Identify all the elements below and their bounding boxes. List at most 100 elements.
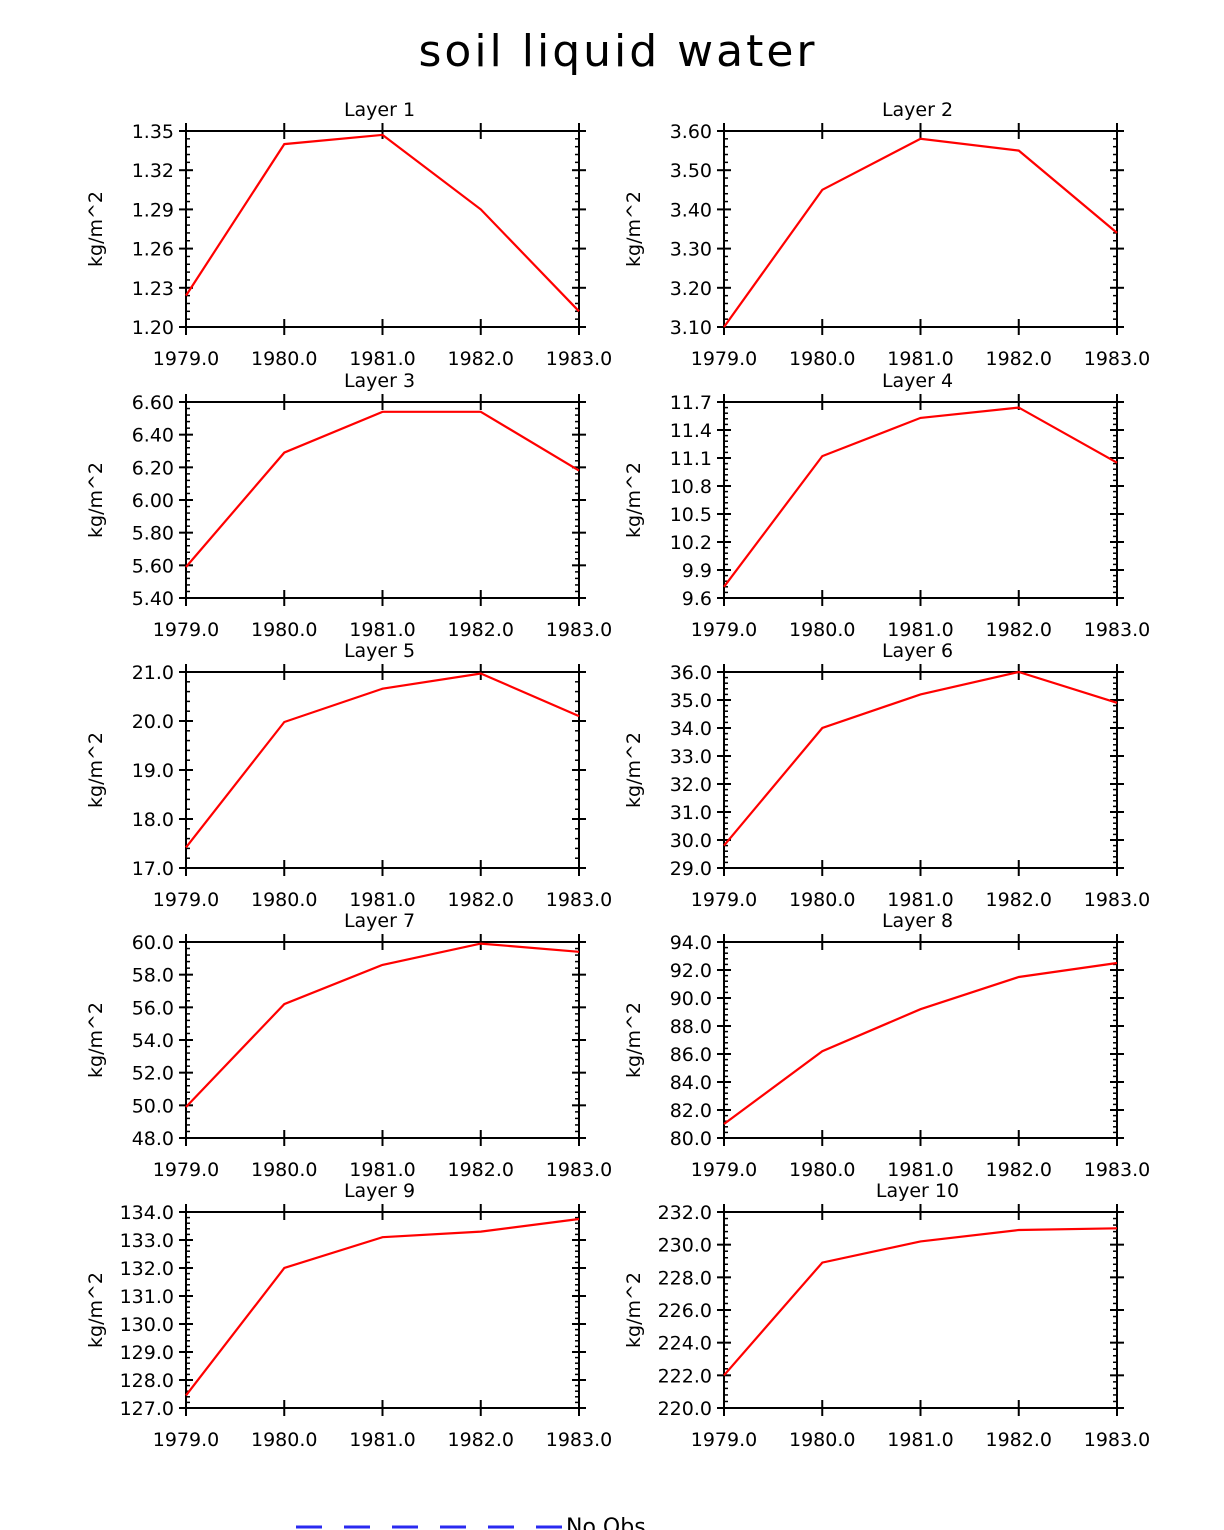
x-tick-label: 1979.0 <box>153 889 219 911</box>
series-line <box>185 672 580 849</box>
y-tick-label: 33.0 <box>670 746 712 768</box>
x-tick-label: 1982.0 <box>448 889 514 911</box>
y-tick-label: 36.0 <box>670 662 712 684</box>
legend: No Obs <box>296 1515 646 1530</box>
y-tick-label: 134.0 <box>120 1202 174 1224</box>
y-tick-label: 129.0 <box>120 1342 174 1364</box>
panel-title: Layer 10 <box>876 1180 959 1202</box>
y-axis-label: kg/m^2 <box>85 732 107 808</box>
x-tick-label: 1979.0 <box>691 348 757 370</box>
x-tick-label: 1981.0 <box>887 889 953 911</box>
series-line <box>723 670 1118 847</box>
y-tick-label: 10.5 <box>670 504 712 526</box>
panel-title: Layer 6 <box>882 640 953 662</box>
y-tick-label: 94.0 <box>670 932 712 954</box>
x-tick-label: 1981.0 <box>349 619 415 641</box>
y-tick-label: 1.29 <box>132 199 174 221</box>
panels: Layer 1 kg/m^2 1.20 1.23 1.26 1.29 1.32 1.35 197… <box>85 99 1150 1451</box>
plot-frame <box>723 130 1118 328</box>
y-tick-label: 17.0 <box>132 858 174 880</box>
y-tick-label: 58.0 <box>132 965 174 987</box>
x-tick-label: 1980.0 <box>789 619 855 641</box>
y-tick-label: 1.26 <box>132 239 174 261</box>
panel-title: Layer 5 <box>344 640 415 662</box>
x-tick-label: 1979.0 <box>153 1429 219 1451</box>
y-tick-label: 32.0 <box>670 774 712 796</box>
x-tick-label: 1979.0 <box>691 1429 757 1451</box>
plot-frame <box>185 130 580 328</box>
y-tick-label: 20.0 <box>132 711 174 733</box>
y-tick-label: 228.0 <box>658 1267 712 1289</box>
x-tick-label: 1982.0 <box>448 619 514 641</box>
panel-title: Layer 2 <box>882 99 953 121</box>
y-tick-label: 1.32 <box>132 160 174 182</box>
y-axis-label: kg/m^2 <box>623 1002 645 1078</box>
y-tick-label: 9.9 <box>682 560 712 582</box>
series-line <box>723 961 1118 1125</box>
legend-label: No Obs <box>566 1515 646 1530</box>
y-tick-label: 3.40 <box>670 199 712 221</box>
panel-title: Layer 3 <box>344 370 415 392</box>
y-tick-label: 224.0 <box>658 1333 712 1355</box>
y-tick-label: 31.0 <box>670 802 712 824</box>
y-tick-label: 3.20 <box>670 278 712 300</box>
x-tick-label: 1981.0 <box>349 348 415 370</box>
y-tick-label: 90.0 <box>670 988 712 1010</box>
y-tick-label: 133.0 <box>120 1230 174 1252</box>
y-tick-label: 9.6 <box>682 588 712 610</box>
y-axis-label: kg/m^2 <box>623 732 645 808</box>
x-tick-label: 1979.0 <box>691 619 757 641</box>
x-tick-label: 1981.0 <box>349 1429 415 1451</box>
panel-title: Layer 7 <box>344 910 415 932</box>
y-tick-label: 11.7 <box>670 392 712 414</box>
x-tick-label: 1983.0 <box>546 1159 612 1181</box>
y-tick-label: 82.0 <box>670 1100 712 1122</box>
y-tick-label: 21.0 <box>132 662 174 684</box>
y-tick-label: 10.2 <box>670 532 712 554</box>
x-tick-label: 1982.0 <box>448 348 514 370</box>
y-axis-label: kg/m^2 <box>623 462 645 538</box>
y-tick-label: 18.0 <box>132 809 174 831</box>
y-tick-label: 1.20 <box>132 317 174 339</box>
y-tick-label: 84.0 <box>670 1072 712 1094</box>
panel-layer-10: Layer 10 kg/m^2 220.0 222.0 224.0 226.0 228.0 2… <box>623 1180 1150 1451</box>
panel-title: Layer 8 <box>882 910 953 932</box>
panel-layer-7: Layer 7 kg/m^2 48.0 50.0 52.0 54.0 56.0 58.0 60.… <box>85 910 612 1181</box>
plot-frame <box>185 941 580 1139</box>
x-tick-label: 1980.0 <box>251 1159 317 1181</box>
x-tick-label: 1983.0 <box>546 1429 612 1451</box>
x-tick-label: 1980.0 <box>789 1429 855 1451</box>
y-tick-label: 3.50 <box>670 160 712 182</box>
y-tick-label: 3.60 <box>670 121 712 143</box>
plot-frame <box>723 401 1118 599</box>
y-tick-label: 128.0 <box>120 1370 174 1392</box>
figure-title: soil liquid water <box>418 26 817 77</box>
x-tick-label: 1982.0 <box>986 348 1052 370</box>
panel-layer-1: Layer 1 kg/m^2 1.20 1.23 1.26 1.29 1.32 1.35 197… <box>85 99 612 370</box>
x-tick-label: 1979.0 <box>153 348 219 370</box>
plot-frame <box>723 671 1118 869</box>
series-line <box>185 942 580 1108</box>
series-line <box>185 1217 580 1397</box>
y-tick-label: 226.0 <box>658 1300 712 1322</box>
y-tick-label: 50.0 <box>132 1095 174 1117</box>
x-tick-label: 1983.0 <box>1084 619 1150 641</box>
x-tick-label: 1981.0 <box>349 1159 415 1181</box>
y-tick-label: 5.80 <box>132 523 174 545</box>
x-tick-label: 1982.0 <box>986 1429 1052 1451</box>
y-axis-label: kg/m^2 <box>623 191 645 267</box>
y-tick-label: 5.60 <box>132 555 174 577</box>
series-line <box>723 137 1118 328</box>
x-tick-label: 1979.0 <box>153 619 219 641</box>
x-tick-label: 1979.0 <box>691 1159 757 1181</box>
x-tick-label: 1980.0 <box>251 348 317 370</box>
x-tick-label: 1979.0 <box>691 889 757 911</box>
x-tick-label: 1982.0 <box>448 1429 514 1451</box>
panel-layer-3: Layer 3 kg/m^2 5.40 5.60 5.80 6.00 6.20 6.40 6.6… <box>85 370 612 641</box>
x-tick-label: 1980.0 <box>789 1159 855 1181</box>
y-tick-label: 5.40 <box>132 588 174 610</box>
y-tick-label: 131.0 <box>120 1286 174 1308</box>
y-tick-label: 1.23 <box>132 278 174 300</box>
panel-layer-8: Layer 8 kg/m^2 80.0 82.0 84.0 86.0 88.0 90.0 92.… <box>623 910 1150 1181</box>
